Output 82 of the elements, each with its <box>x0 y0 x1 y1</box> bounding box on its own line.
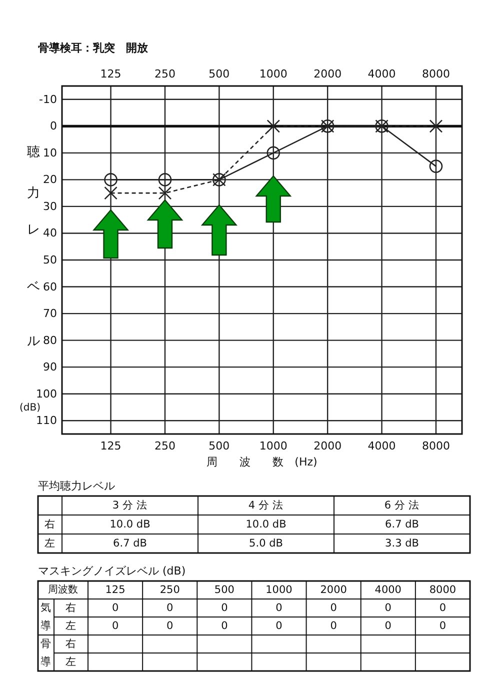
category-label: 125 <box>100 440 122 452</box>
category-label: 2000 <box>314 440 342 452</box>
text: 0 <box>330 602 337 614</box>
y-tick-label: 70 <box>43 307 57 320</box>
y-tick-label: 20 <box>43 173 57 186</box>
text: 10.0 dB <box>246 518 286 530</box>
point <box>266 146 280 160</box>
category-label: 1000 <box>266 584 292 596</box>
text: 0 <box>276 602 282 614</box>
x-tick-label: 4000 <box>368 68 396 80</box>
category-label: 8000 <box>422 440 450 452</box>
text: 0 <box>330 620 337 632</box>
x-tick-label: 250 <box>154 68 176 80</box>
text: 6.7 dB <box>385 518 419 530</box>
y-tick-label: 50 <box>43 254 57 266</box>
x-tick-label: 125 <box>100 68 122 80</box>
y-tick-label: 110 <box>36 414 57 428</box>
text: 0 <box>166 602 174 614</box>
category-label: 右 <box>66 638 76 650</box>
text: 0 <box>112 620 119 632</box>
y-tick-label: 90 <box>43 360 57 374</box>
category-label: 導 <box>40 620 52 632</box>
point <box>158 173 172 186</box>
category-label: 右 <box>66 602 76 614</box>
text: 6.7 dB <box>113 538 147 550</box>
text: 0 <box>384 602 392 614</box>
chart-title: 骨導検耳：乳突 開放 <box>38 42 149 54</box>
x-tick-label: 500 <box>208 68 230 80</box>
y-tick-label: 0 <box>50 120 57 133</box>
category-label: 3 分 法 <box>112 498 148 512</box>
y-tick-label: 30 <box>43 200 57 213</box>
y-tick-label: 100 <box>36 387 57 400</box>
category-label: 左 <box>66 620 76 632</box>
x-tick-label: 8000 <box>422 68 450 80</box>
category-label: 気 <box>40 602 52 614</box>
point <box>104 186 118 200</box>
y-tick-label: 10 <box>43 146 57 160</box>
category-label: 500 <box>214 584 234 596</box>
text: 0 <box>439 602 446 614</box>
category-label: 左 <box>44 538 56 550</box>
text: 0 <box>276 620 282 632</box>
text: マスキングノイズレベル (dB) <box>38 564 186 578</box>
text: 平均聴力レベル <box>38 480 115 492</box>
category-label: 右 <box>44 518 56 530</box>
category-label: 250 <box>154 440 176 452</box>
x-tick-label: 2000 <box>314 68 342 80</box>
x-tick-label: 1000 <box>259 68 288 80</box>
y-tick-label: 40 <box>43 226 57 240</box>
category-label: 250 <box>160 584 180 596</box>
category-label: 8000 <box>429 584 456 596</box>
category-label: 4000 <box>368 440 396 452</box>
category-label: 1000 <box>259 440 288 452</box>
category-label: 2000 <box>320 584 347 596</box>
category-label: 左 <box>66 656 76 668</box>
point <box>266 120 280 133</box>
y-tick-label: 60 <box>43 280 57 294</box>
y-tick-label: -10 <box>39 92 57 106</box>
text: 0 <box>384 620 392 632</box>
text: 3.3 dB <box>385 538 419 550</box>
category-label: 125 <box>105 584 126 596</box>
text: 0 <box>221 602 228 614</box>
text: 周波数 <box>48 584 78 596</box>
category-label: 6 分 法 <box>384 498 420 512</box>
category-label: 4000 <box>374 584 402 596</box>
text: 0 <box>221 620 228 632</box>
y-tick-label: 80 <box>43 334 57 347</box>
text: 10.0 dB <box>110 518 150 530</box>
category-label: 500 <box>208 440 230 452</box>
text: 0 <box>439 620 446 632</box>
category-label: 4 分 法 <box>248 498 284 512</box>
text: 0 <box>112 602 119 614</box>
category-label: 骨 <box>40 638 52 650</box>
point <box>104 173 118 186</box>
point <box>429 120 443 133</box>
category-label: 導 <box>40 656 52 668</box>
x-axis-title: 周 波 数 (Hz) <box>206 456 318 468</box>
ylabel: 聴力レベル <box>26 134 40 383</box>
text: (dB) <box>19 402 41 414</box>
text: 5.0 dB <box>249 538 283 550</box>
point <box>429 160 443 173</box>
text: 0 <box>166 620 174 632</box>
point <box>158 186 172 200</box>
